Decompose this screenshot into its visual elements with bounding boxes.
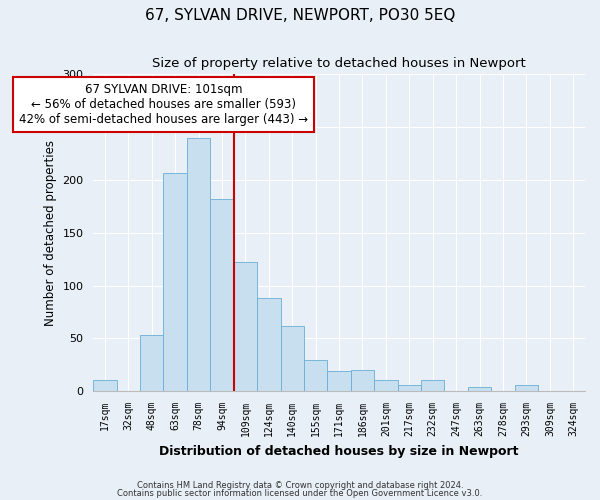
Bar [328,371,351,391]
Bar [93,380,116,391]
Bar [187,138,210,391]
X-axis label: Distribution of detached houses by size in Newport: Distribution of detached houses by size … [160,444,519,458]
Bar [515,385,538,391]
Bar [374,380,398,391]
Bar [140,335,163,391]
Bar [233,262,257,391]
Bar [468,387,491,391]
Bar [257,298,281,391]
Text: 67 SYLVAN DRIVE: 101sqm
← 56% of detached houses are smaller (593)
42% of semi-d: 67 SYLVAN DRIVE: 101sqm ← 56% of detache… [19,83,308,126]
Y-axis label: Number of detached properties: Number of detached properties [44,140,57,326]
Text: 67, SYLVAN DRIVE, NEWPORT, PO30 5EQ: 67, SYLVAN DRIVE, NEWPORT, PO30 5EQ [145,8,455,22]
Bar [210,199,233,391]
Text: Contains public sector information licensed under the Open Government Licence v3: Contains public sector information licen… [118,489,482,498]
Text: Contains HM Land Registry data © Crown copyright and database right 2024.: Contains HM Land Registry data © Crown c… [137,480,463,490]
Bar [421,380,445,391]
Bar [163,172,187,391]
Bar [304,360,328,391]
Bar [281,326,304,391]
Bar [398,385,421,391]
Bar [351,370,374,391]
Title: Size of property relative to detached houses in Newport: Size of property relative to detached ho… [152,58,526,70]
